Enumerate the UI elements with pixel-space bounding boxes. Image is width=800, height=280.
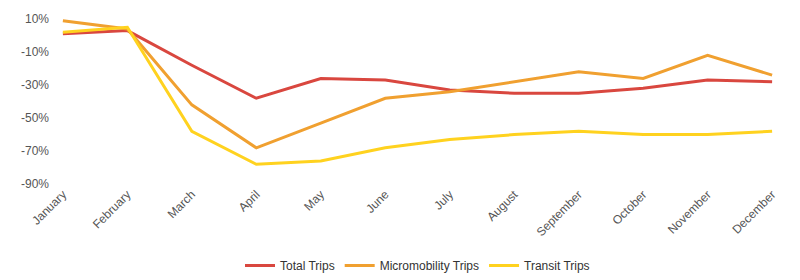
svg-text:May: May xyxy=(301,188,327,214)
svg-text:Total Trips: Total Trips xyxy=(280,259,335,273)
svg-text:April: April xyxy=(236,188,263,215)
svg-text:November: November xyxy=(665,188,714,237)
svg-text:December: December xyxy=(729,188,778,237)
svg-text:June: June xyxy=(363,187,392,216)
svg-text:September: September xyxy=(534,188,585,239)
svg-text:Transit Trips: Transit Trips xyxy=(524,259,590,273)
svg-text:-30%: -30% xyxy=(21,78,49,92)
svg-text:-50%: -50% xyxy=(21,111,49,125)
svg-text:-70%: -70% xyxy=(21,144,49,158)
svg-text:January: January xyxy=(29,188,69,228)
svg-text:March: March xyxy=(165,188,198,221)
svg-text:10%: 10% xyxy=(25,12,49,26)
svg-text:October: October xyxy=(609,188,649,228)
svg-text:Micromobility Trips: Micromobility Trips xyxy=(380,259,479,273)
svg-text:-90%: -90% xyxy=(21,177,49,191)
svg-text:February: February xyxy=(90,188,134,232)
svg-text:August: August xyxy=(484,187,521,224)
svg-text:-10%: -10% xyxy=(21,45,49,59)
svg-text:July: July xyxy=(431,188,456,213)
